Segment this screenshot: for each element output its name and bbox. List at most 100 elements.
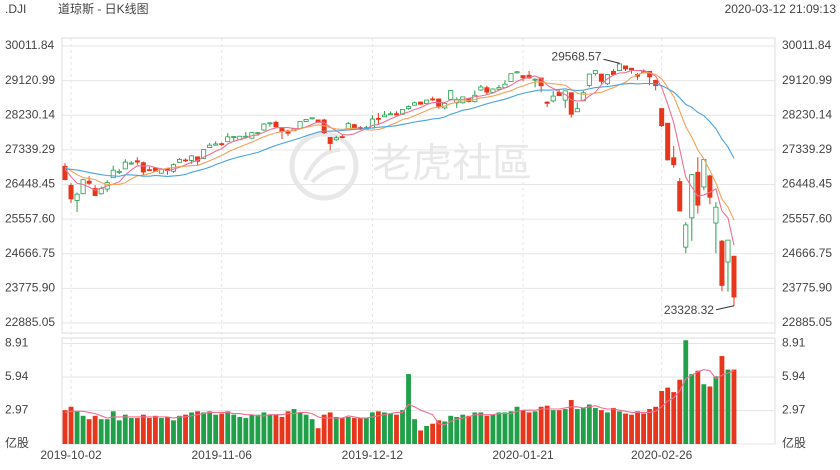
volume-bar (382, 412, 387, 444)
volume-bar (285, 411, 291, 444)
candle-body (683, 224, 689, 248)
candle-body (629, 67, 635, 71)
y-tick-label-right: 8.91 (782, 336, 806, 350)
volume-bar (98, 419, 104, 444)
volume-bar (183, 414, 188, 444)
volume-bar (526, 412, 532, 444)
candle-body (134, 160, 140, 163)
y-tick-label-right: 23775.90 (782, 281, 832, 295)
volume-bar (153, 415, 158, 444)
candle-body (448, 90, 454, 100)
volume-bar (424, 425, 430, 444)
candle-body (568, 92, 574, 115)
volume-bar (448, 415, 454, 444)
volume-bar (86, 419, 92, 444)
candle-body (183, 159, 189, 162)
candle-body (62, 165, 68, 181)
volume-bar (104, 419, 110, 444)
volume-bar (683, 340, 689, 444)
watermark: 老虎社區 (372, 142, 532, 186)
candle-body (478, 86, 484, 91)
candle-body (279, 127, 285, 132)
volume-bar (400, 410, 405, 444)
candle-body (267, 122, 273, 125)
candle-body (574, 108, 580, 113)
candle-body (273, 121, 279, 128)
volume-bar (303, 414, 309, 444)
volume-bar (333, 416, 339, 444)
candle-body (532, 78, 538, 81)
x-tick-label: 2020-01-21 (492, 448, 554, 462)
volume-bar (315, 428, 321, 444)
candle-body (719, 240, 725, 286)
volume-bar (671, 392, 677, 444)
candle-body (665, 122, 671, 161)
volume-bar (574, 409, 580, 444)
volume-bar (279, 416, 285, 444)
candle-body (424, 99, 430, 105)
candle-body (231, 136, 237, 139)
candle-body (177, 159, 183, 163)
candle-body (333, 137, 339, 141)
y-tick-label-right: 22885.05 (782, 315, 832, 329)
y-tick-label-right: 29120.99 (782, 73, 832, 87)
volume-bar (412, 419, 417, 444)
candle-body (562, 90, 568, 101)
volume-bar (641, 413, 646, 444)
volume-bar (472, 412, 478, 444)
volume-bar (478, 412, 484, 444)
candle-body (484, 87, 490, 93)
ma-line (64, 82, 735, 177)
volume-bar (321, 414, 327, 444)
volume-bar (442, 421, 448, 444)
volume-bar (327, 412, 333, 444)
volume-bar (140, 414, 146, 444)
candle-body (550, 95, 556, 102)
candle-body (128, 162, 134, 165)
ma-line (64, 72, 735, 221)
volume-bar (249, 414, 255, 444)
x-tick-label: 2019-11-06 (191, 448, 252, 462)
volume-bar (635, 411, 640, 444)
volume-bar (243, 418, 249, 444)
y-tick-label-right: 5.94 (782, 369, 806, 383)
y-tick-label-right: 30011.84 (782, 38, 831, 52)
candle-body (731, 255, 737, 298)
volume-bar (677, 379, 683, 444)
y-tick-label: 30011.84 (5, 38, 54, 52)
y-tick-label: 25557.60 (5, 211, 55, 225)
volume-bar (514, 406, 520, 444)
volume-bar (719, 356, 725, 444)
y-tick-label: 29120.99 (5, 73, 55, 87)
volume-bar (502, 412, 508, 444)
volume-bar (466, 415, 472, 444)
y-tick-label-right: 25557.60 (782, 211, 832, 225)
candle-body (146, 169, 152, 172)
high-leader (603, 58, 620, 64)
volume-bar (237, 416, 243, 444)
candle-body (213, 143, 219, 146)
volume-bar (532, 411, 538, 444)
candle-body (586, 73, 592, 86)
volume-bar (659, 391, 665, 444)
volume-bar (568, 400, 574, 444)
volume-bar (128, 418, 134, 444)
volume-bar (207, 411, 213, 444)
volume-bar (195, 411, 201, 444)
candle-body (671, 157, 677, 166)
volume-bar (508, 411, 514, 444)
candle-body (695, 171, 701, 206)
candle-body (496, 87, 502, 90)
candle-body (86, 180, 92, 184)
volume-bar (550, 410, 556, 444)
candle-body (622, 65, 629, 70)
candle-body (261, 123, 267, 131)
candle-body (201, 149, 207, 159)
candle-body (418, 101, 424, 105)
watermark-logo-stripes (303, 148, 346, 184)
y-tick-label: 24666.75 (5, 246, 55, 260)
volume-bar (544, 405, 550, 444)
x-tick-label: 2020-02-26 (631, 448, 693, 462)
volume-bar (665, 387, 671, 444)
